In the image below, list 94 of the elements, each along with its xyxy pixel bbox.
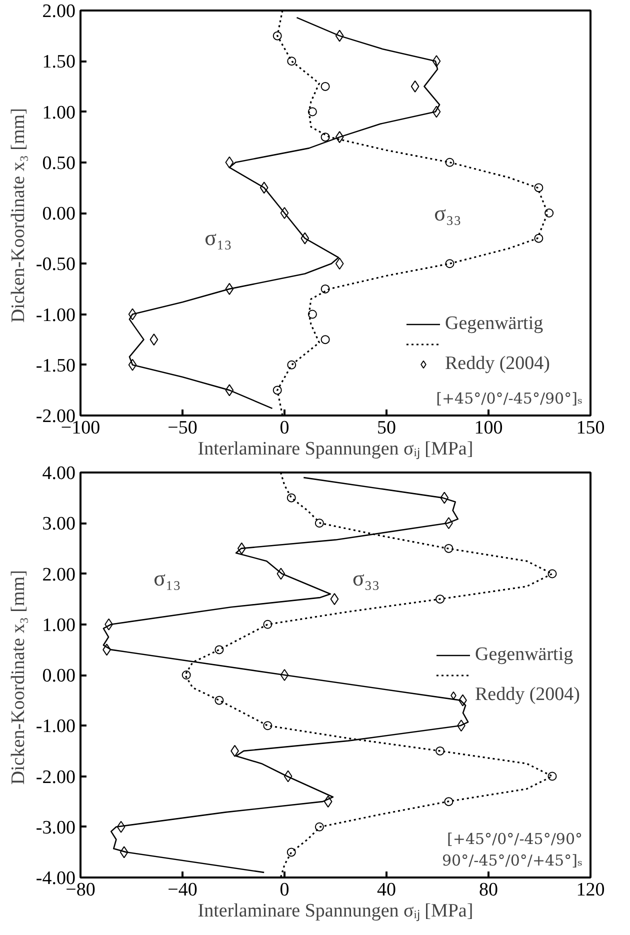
point	[335, 30, 344, 42]
legend-label: Reddy (2004)	[444, 353, 550, 375]
point	[116, 820, 126, 833]
point	[432, 106, 441, 118]
point	[263, 620, 272, 629]
y-tick-label: 2.00	[42, 564, 76, 586]
point	[286, 848, 296, 857]
point	[150, 334, 158, 346]
point	[314, 518, 324, 528]
y-tick-label: 0.50	[42, 152, 76, 174]
annotation: σ₁₃	[154, 565, 181, 590]
annotation: [+45°/0°/-45°/90°]ₛ	[436, 390, 583, 408]
x-tick-label: 0	[280, 880, 290, 900]
legend-label: Gegenwärtig	[474, 644, 574, 666]
point	[287, 56, 296, 66]
point	[287, 360, 296, 370]
x-tick-label: 80	[479, 880, 498, 900]
legend-label: Reddy (2004)	[474, 684, 580, 706]
x-tick-label: −40	[168, 880, 198, 900]
point	[128, 308, 137, 320]
point	[330, 593, 339, 606]
point	[320, 82, 330, 91]
y-tick-label: 4.00	[42, 463, 76, 484]
point	[272, 386, 282, 395]
point	[284, 770, 292, 782]
x-tick-label: 100	[474, 418, 503, 438]
point	[410, 80, 420, 92]
point	[436, 594, 445, 604]
point	[320, 284, 330, 294]
point	[308, 107, 317, 116]
point	[272, 31, 282, 40]
point	[308, 310, 317, 319]
x-tick-label: 150	[576, 418, 605, 438]
point	[320, 132, 330, 142]
point	[440, 492, 449, 504]
y-tick-label: 0.00	[42, 666, 76, 686]
point	[548, 569, 557, 578]
point	[182, 670, 191, 680]
x-tick-label: 50	[377, 418, 396, 438]
point	[335, 258, 344, 270]
x-axis-title: Interlaminare Spannungen σᵢⱼ [MPa]	[198, 900, 474, 922]
point	[432, 55, 441, 68]
point	[276, 568, 286, 580]
point	[225, 156, 234, 168]
x-tick-label: 120	[576, 880, 605, 900]
point	[214, 645, 224, 654]
point	[548, 772, 557, 781]
point	[444, 544, 454, 553]
point	[286, 493, 296, 502]
y-axis-title: Dicken-Koordinate x₃ [mm]	[8, 108, 29, 323]
y-tick-label: -2.00	[36, 766, 76, 788]
y-axis-title: Dicken-Koordinate x₃ [mm]	[8, 570, 29, 785]
point	[444, 797, 454, 806]
point	[324, 796, 332, 808]
point	[120, 846, 128, 858]
y-tick-label: 3.00	[42, 514, 76, 535]
y-tick-label: -0.50	[36, 254, 76, 276]
point	[320, 335, 330, 344]
point	[225, 384, 234, 396]
point	[225, 282, 234, 295]
point	[237, 542, 246, 554]
annotation: σ₃₃	[434, 200, 462, 226]
point	[300, 232, 310, 244]
y-tick-label: 1.00	[42, 102, 76, 124]
annotation: σ₃₃	[352, 565, 380, 590]
point	[534, 183, 544, 192]
y-tick-label: 1.00	[42, 614, 76, 636]
legend-label: Gegenwärtig	[444, 313, 544, 335]
x-tick-label: 40	[377, 880, 396, 900]
x-axis-title: Interlaminare Spannungen σᵢⱼ [MPa]	[198, 438, 474, 460]
point	[260, 182, 268, 194]
y-tick-label: -1.00	[36, 304, 76, 326]
y-tick-label: 2.00	[42, 1, 76, 22]
x-tick-label: −50	[168, 418, 198, 438]
point	[263, 721, 272, 730]
point	[534, 234, 544, 243]
point	[445, 158, 454, 167]
y-tick-label: 1.50	[42, 52, 76, 73]
y-tick-label: 0.00	[42, 204, 76, 224]
point	[335, 131, 344, 144]
point	[445, 259, 454, 268]
x-tick-label: 0	[280, 418, 290, 438]
point	[314, 822, 324, 832]
y-tick-label: -3.00	[36, 817, 76, 838]
point	[544, 208, 554, 218]
point	[128, 358, 137, 371]
y-tick-label: -1.00	[36, 716, 76, 738]
point	[280, 669, 289, 681]
point	[436, 746, 445, 756]
annotation: [+45°/0°/-45°/90° 90°/-45°/0°/+45°]ₛ	[442, 830, 583, 870]
point	[214, 696, 224, 705]
point	[280, 207, 289, 219]
annotation: σ₁₃	[204, 224, 232, 250]
y-tick-label: -1.50	[36, 355, 76, 376]
